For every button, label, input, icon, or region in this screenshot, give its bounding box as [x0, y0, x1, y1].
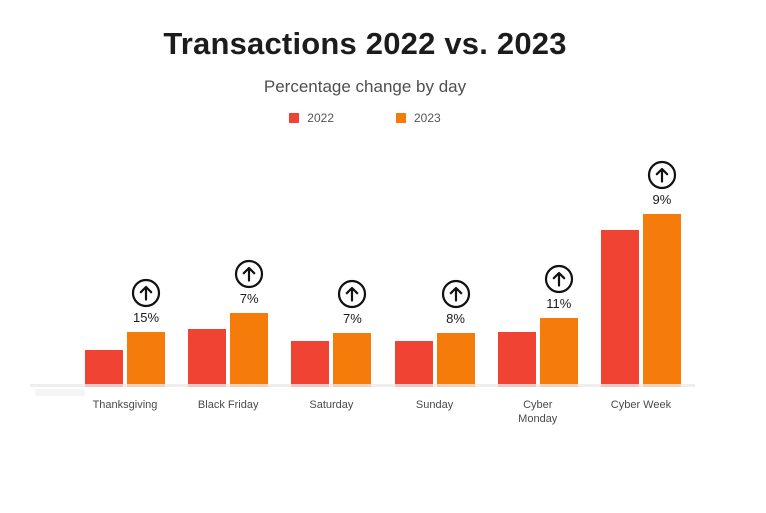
legend-label-2023: 2023 — [414, 111, 441, 125]
bar-2023 — [642, 214, 681, 387]
category-group-thanksgiving: 15% Thanksgiving — [85, 151, 165, 426]
up-arrow-circle-icon — [131, 278, 161, 308]
category-group-saturday: 7% Saturday — [291, 151, 372, 426]
legend: 2022 2023 — [0, 111, 730, 125]
bar-2022 — [600, 230, 639, 387]
legend-label-2022: 2022 — [307, 111, 334, 125]
category-label: Cyber Monday — [518, 399, 558, 425]
bar-2023 — [436, 333, 475, 387]
faded-axis-artifact — [35, 389, 85, 396]
bar-2023 — [539, 318, 578, 387]
category-label: Thanksgiving — [92, 399, 158, 411]
category-label: Saturday — [309, 399, 354, 411]
bar-2023 — [127, 332, 165, 387]
pct-change-label: 15% — [132, 310, 160, 325]
legend-item-2022: 2022 — [289, 111, 334, 125]
bar-chart: 15% Thanksgiving 7% — [30, 151, 695, 426]
bar-2022 — [188, 329, 227, 387]
category-group-cyber-monday: 11% Cyber Monday — [497, 151, 578, 426]
bar-2023 — [230, 313, 269, 387]
up-arrow-circle-icon — [338, 279, 367, 309]
pct-change-label: 11% — [546, 296, 572, 311]
category-group-cyber-week: 9% Cyber Week — [600, 151, 681, 426]
legend-item-2023: 2023 — [396, 111, 441, 125]
up-arrow-circle-icon — [235, 259, 264, 289]
pct-change-label: 7% — [342, 311, 362, 326]
pct-change-label: 7% — [239, 291, 259, 306]
x-axis-baseline — [30, 384, 695, 387]
category-group-sunday: 8% Sunday — [394, 151, 475, 426]
category-label: Cyber Week — [610, 399, 672, 411]
legend-swatch-2022 — [289, 113, 300, 123]
bar-2022 — [497, 332, 536, 387]
category-group-black-friday: 7% Black Friday — [188, 151, 269, 426]
up-arrow-circle-icon — [544, 264, 573, 294]
category-label: Sunday — [415, 399, 454, 411]
bar-2022 — [291, 341, 330, 387]
bar-groups: 15% Thanksgiving 7% — [85, 151, 681, 426]
up-arrow-circle-icon — [647, 160, 677, 190]
up-arrow-circle-icon — [441, 279, 470, 309]
bar-2023 — [333, 333, 372, 387]
chart-header: Transactions 2022 vs. 2023 Percentage ch… — [0, 26, 730, 125]
legend-swatch-2023 — [396, 113, 406, 123]
pct-change-label: 9% — [652, 192, 672, 207]
page-title: Transactions 2022 vs. 2023 — [163, 26, 567, 61]
category-label: Black Friday — [197, 399, 259, 411]
bar-2022 — [394, 341, 433, 387]
bar-2022 — [85, 350, 123, 387]
page-subtitle: Percentage change by day — [263, 77, 467, 96]
pct-change-label: 8% — [446, 311, 465, 326]
